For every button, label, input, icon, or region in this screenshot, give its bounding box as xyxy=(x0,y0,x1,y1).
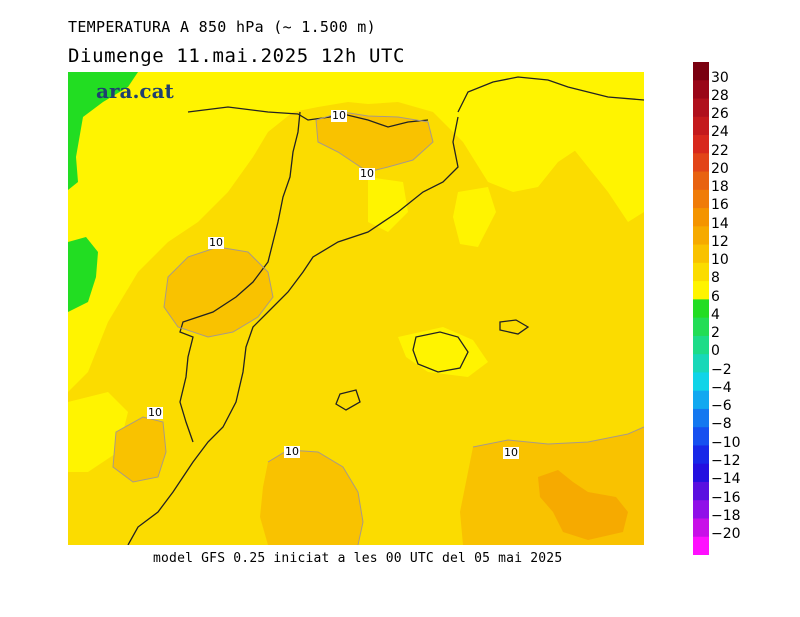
legend-label: 10 xyxy=(711,252,729,269)
legend-swatch xyxy=(693,354,709,373)
legend-swatch xyxy=(693,244,709,264)
legend-swatch xyxy=(693,445,709,465)
contour-label: 10 xyxy=(147,406,163,419)
field-4-6-nw xyxy=(68,72,138,190)
contour-label: 10 xyxy=(208,236,224,249)
legend-label: −18 xyxy=(711,507,741,524)
legend-swatch xyxy=(693,481,709,501)
legend-swatch xyxy=(693,372,709,392)
contour-label: 10 xyxy=(359,167,375,180)
legend-label: 30 xyxy=(711,69,729,86)
legend-label: −6 xyxy=(711,398,732,415)
legend-label: 12 xyxy=(711,233,729,250)
legend-label: −20 xyxy=(711,526,741,542)
contour-label: 10 xyxy=(284,445,300,458)
menorca xyxy=(499,319,530,335)
legend-label: 2 xyxy=(711,325,720,342)
field-6-8-blob1 xyxy=(453,187,496,247)
ara-cat-logo: ara.cat xyxy=(96,79,174,103)
legend-label: −10 xyxy=(711,434,741,451)
france-coast xyxy=(187,106,344,121)
legend-swatch xyxy=(693,390,709,410)
field-10-12-ebro xyxy=(164,247,273,337)
pyrenees-border xyxy=(342,113,429,128)
legend-swatch xyxy=(693,116,709,136)
legend-label: 14 xyxy=(711,215,729,232)
legend-swatch xyxy=(693,226,709,246)
model-footnote: model GFS 0.25 iniciat a les 00 UTC del … xyxy=(153,551,563,566)
legend-label: 26 xyxy=(711,106,729,122)
legend-swatch xyxy=(693,335,709,355)
color-legend xyxy=(693,62,709,555)
aragon-border xyxy=(179,111,301,443)
field-12-14-se xyxy=(538,470,628,540)
legend-swatch xyxy=(693,208,709,227)
legend-label: 4 xyxy=(711,306,720,323)
legend-swatch xyxy=(693,98,709,118)
legend-label: −8 xyxy=(711,416,732,433)
legend-label: 0 xyxy=(711,343,720,360)
field-6-8-ne xyxy=(548,72,644,222)
legend-swatch xyxy=(693,299,709,319)
legend-label: −16 xyxy=(711,489,741,506)
legend-label: 20 xyxy=(711,160,729,177)
legend-swatch xyxy=(693,153,709,173)
legend-swatch xyxy=(693,500,709,519)
legend-label: 28 xyxy=(711,87,729,104)
ibiza xyxy=(335,389,361,411)
legend-label: −12 xyxy=(711,453,741,469)
legend-swatch xyxy=(693,262,709,282)
legend-label: −4 xyxy=(711,379,732,396)
gulf-lion-coast xyxy=(457,76,645,113)
contour-label: 10 xyxy=(503,446,519,459)
legend-label: −2 xyxy=(711,361,732,378)
legend-swatch xyxy=(693,62,709,81)
legend-label: 24 xyxy=(711,124,729,141)
field-6-8-blob2 xyxy=(368,177,408,232)
chart-subtitle: Diumenge 11.mai.2025 12h UTC xyxy=(68,45,406,67)
legend-swatch xyxy=(693,408,709,428)
legend-label: −14 xyxy=(711,471,741,488)
field-10-12-sw xyxy=(113,417,166,482)
field-6-8-north xyxy=(68,72,644,392)
mallorca xyxy=(412,331,469,373)
field-6-8-west xyxy=(68,392,128,472)
legend-label: 22 xyxy=(711,142,729,159)
legend-swatch xyxy=(693,463,709,483)
legend-label: 6 xyxy=(711,288,720,305)
chart-title: TEMPERATURA A 850 hPa (~ 1.500 m) xyxy=(68,18,376,36)
legend-swatch xyxy=(693,317,709,337)
legend-label: 18 xyxy=(711,179,729,196)
contour-label: 10 xyxy=(331,109,347,122)
field-4-6-west xyxy=(68,237,98,312)
legend-swatch xyxy=(693,427,709,446)
legend-swatch xyxy=(693,80,709,100)
field-10-12-pyrenees xyxy=(316,112,433,172)
legend-swatch xyxy=(693,171,709,191)
legend-labels: 30 28 26 24 22 20 18 16 14 12 10 8 6 4 2 0 −2 −4 −6 −8 −10 −1… xyxy=(711,62,771,555)
field-10-12-south xyxy=(260,450,363,545)
legend-swatch xyxy=(693,189,709,209)
legend-swatch xyxy=(693,536,709,555)
temperature-map xyxy=(68,72,645,546)
legend-label: 8 xyxy=(711,270,720,287)
legend-swatch xyxy=(693,281,709,300)
legend-swatch xyxy=(693,135,709,154)
legend-label: 16 xyxy=(711,197,729,214)
legend-swatch xyxy=(693,518,709,538)
catalonia-coast xyxy=(127,116,459,546)
